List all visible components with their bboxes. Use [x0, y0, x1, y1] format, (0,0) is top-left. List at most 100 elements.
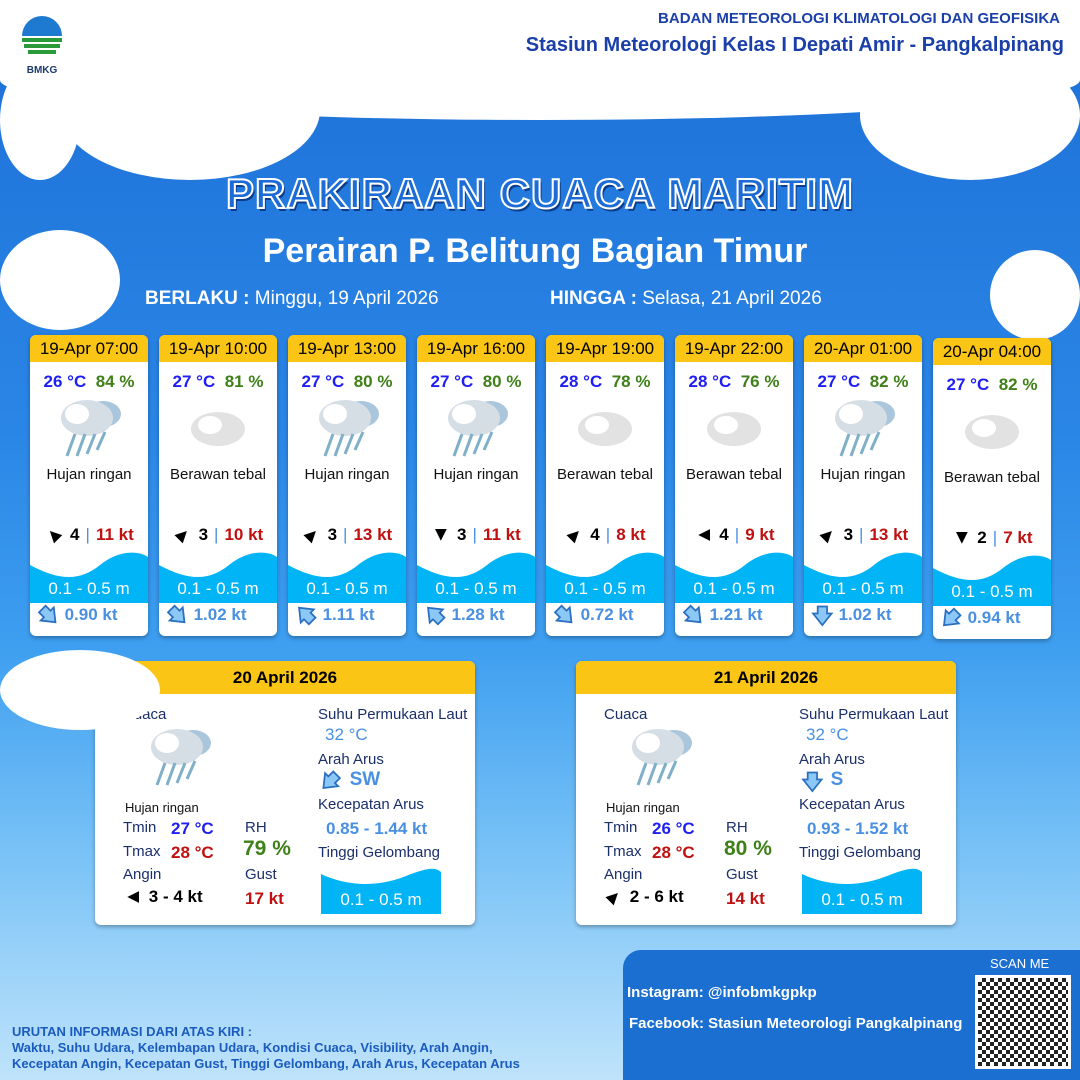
wave-label: Tinggi Gelombang — [318, 844, 441, 861]
summary-date: 20 April 2026 — [95, 661, 475, 694]
forecast-card: 20-Apr 01:00 27 °C 82 % Hujan ringan ▲ 3 |… — [804, 335, 922, 636]
gust-speed: 8 kt — [616, 525, 646, 544]
forecast-card: 19-Apr 10:00 27 °C 81 % Berawan tebal ▲ 3… — [159, 335, 277, 636]
wind-direction-icon: ▲ — [296, 520, 327, 550]
humidity: 76 % — [740, 372, 780, 391]
forecast-card: 20-Apr 04:00 27 °C 82 % Berawan tebal ▲ 2… — [933, 338, 1051, 639]
rh-label: RH — [245, 819, 267, 836]
current-direction-icon: 🡅 — [420, 599, 451, 631]
wave-height: 0.1 - 0.5 m — [564, 579, 646, 598]
gust-speed: 11 kt — [95, 525, 134, 544]
wind-direction-icon: ▲ — [121, 887, 144, 907]
wave-height: 0.1 - 0.5 m — [435, 579, 517, 598]
info-title: URUTAN INFORMASI DARI ATAS KIRI : — [12, 1024, 252, 1039]
qr-code[interactable] — [975, 975, 1071, 1069]
weather-condition: Hujan ringan — [820, 466, 906, 483]
cloud-decoration — [860, 50, 1080, 180]
wave-height: 0.1 - 0.5 m — [48, 579, 130, 598]
air-temperature: 27 °C — [946, 375, 990, 394]
forecast-card: 19-Apr 07:00 26 °C 84 % Hujan ringan ▲ 4 |… — [30, 335, 148, 636]
light-rain-icon — [804, 392, 922, 462]
humidity: 82 % — [869, 372, 909, 391]
current-speed-label: Kecepatan Arus — [799, 796, 905, 813]
separator: | — [472, 525, 477, 544]
gust-label: Gust — [726, 866, 758, 883]
light-rain-icon — [288, 392, 406, 462]
weather-condition: Berawan tebal — [944, 469, 1040, 486]
wave-height: 0.1 - 0.5 m — [177, 579, 259, 598]
weather-condition: Hujan ringan — [606, 800, 680, 815]
page-subtitle: Perairan P. Belitung Bagian Timur — [262, 232, 808, 270]
current-direction-icon: 🡅 — [291, 599, 322, 631]
summary-date: 21 April 2026 — [576, 661, 956, 694]
tmin-value: 26 °C — [652, 819, 695, 838]
current-direction-value: SW — [349, 769, 381, 790]
current-speed: 0.72 kt — [580, 605, 634, 624]
cloud-decoration — [0, 230, 120, 330]
wind-direction-icon: ▲ — [559, 520, 590, 550]
facebook-link[interactable]: Facebook: Stasiun Meteorologi Pangkalpin… — [629, 1015, 963, 1032]
current-speed: 1.02 kt — [193, 605, 247, 624]
gust-speed: 11 kt — [482, 525, 521, 544]
current-direction-label: Arah Arus — [318, 751, 384, 768]
wind-direction-icon: ▲ — [167, 520, 198, 550]
sst-value: 32 °C — [325, 725, 368, 744]
wave-height-graphic: 0.1 - 0.5 m — [159, 547, 277, 603]
weather-condition: Hujan ringan — [304, 466, 390, 483]
air-temperature: 28 °C — [559, 372, 603, 391]
tmax-label: Tmax — [604, 843, 642, 860]
air-temperature: 28 °C — [688, 372, 732, 391]
current-direction-label: Arah Arus — [799, 751, 865, 768]
valid-to-date: Selasa, 21 April 2026 — [642, 288, 822, 309]
current-direction-icon: 🡅 — [549, 599, 580, 631]
valid-to-label: HINGGA : — [550, 288, 637, 309]
wave-height-graphic: 0.1 - 0.5 m — [321, 868, 441, 914]
separator: | — [343, 525, 348, 544]
wave-height: 0.1 - 0.5 m — [306, 579, 388, 598]
gust-speed: 9 kt — [745, 525, 775, 544]
wave-height-graphic: 0.1 - 0.5 m — [288, 547, 406, 603]
current-direction-icon: 🡅 — [678, 599, 709, 631]
cloud-decoration — [60, 40, 320, 180]
valid-to: HINGGA : Selasa, 21 April 2026 — [550, 288, 822, 310]
wave-height: 0.1 - 0.5 m — [340, 890, 422, 909]
sst-value: 32 °C — [806, 725, 849, 744]
current-direction-icon: 🡅 — [812, 604, 834, 627]
daily-summary-card: 21 April 2026 Cuaca Hujan ringan Tmin 26 … — [576, 661, 956, 925]
info-line-1: Waktu, Suhu Udara, Kelembapan Udara, Kon… — [12, 1040, 493, 1055]
wave-label: Tinggi Gelombang — [799, 844, 922, 861]
wave-height-graphic: 0.1 - 0.5 m — [546, 547, 664, 603]
wind-info: ▲ 2 - 6 kt — [599, 882, 684, 912]
humidity: 80 % — [353, 372, 393, 391]
agency-name: BADAN METEOROLOGI KLIMATOLOGI DAN GEOFIS… — [658, 10, 1060, 27]
rh-label: RH — [726, 819, 748, 836]
humidity: 78 % — [611, 372, 651, 391]
wind-speed: 3 — [327, 525, 338, 544]
forecast-time: 19-Apr 13:00 — [288, 335, 406, 362]
wind-speed: 3 — [457, 525, 467, 544]
current-direction-icon: 🡅 — [802, 770, 824, 793]
instagram-link[interactable]: Instagram: @infobmkgpkp — [627, 984, 817, 1001]
cloud-decoration — [990, 250, 1080, 340]
current-speed: 1.02 kt — [838, 605, 892, 624]
forecast-card: 19-Apr 22:00 28 °C 76 % Berawan tebal ▲ 4… — [675, 335, 793, 636]
gust-value: 17 kt — [245, 889, 284, 908]
current-direction: 🡅 S — [802, 769, 844, 793]
wave-height-graphic: 0.1 - 0.5 m — [675, 547, 793, 603]
wind-direction-icon: ▲ — [431, 524, 452, 546]
forecast-time: 19-Apr 19:00 — [546, 335, 664, 362]
valid-from: BERLAKU : Minggu, 19 April 2026 — [145, 288, 439, 310]
tmin-value: 27 °C — [171, 819, 214, 838]
forecast-time: 19-Apr 10:00 — [159, 335, 277, 362]
forecast-time: 20-Apr 01:00 — [804, 335, 922, 362]
weather-condition: Hujan ringan — [125, 800, 199, 815]
wind-label: Angin — [123, 866, 162, 883]
current-speed-range: 0.93 - 1.52 kt — [807, 819, 909, 838]
sst-label: Suhu Permukaan Laut — [318, 706, 468, 723]
separator: | — [859, 525, 864, 544]
air-temperature: 27 °C — [430, 372, 474, 391]
station-name: Stasiun Meteorologi Kelas I Depati Amir … — [525, 34, 1064, 56]
light-rain-icon — [624, 723, 696, 794]
air-temperature: 27 °C — [301, 372, 345, 391]
wind-direction-icon: ▲ — [812, 520, 843, 550]
